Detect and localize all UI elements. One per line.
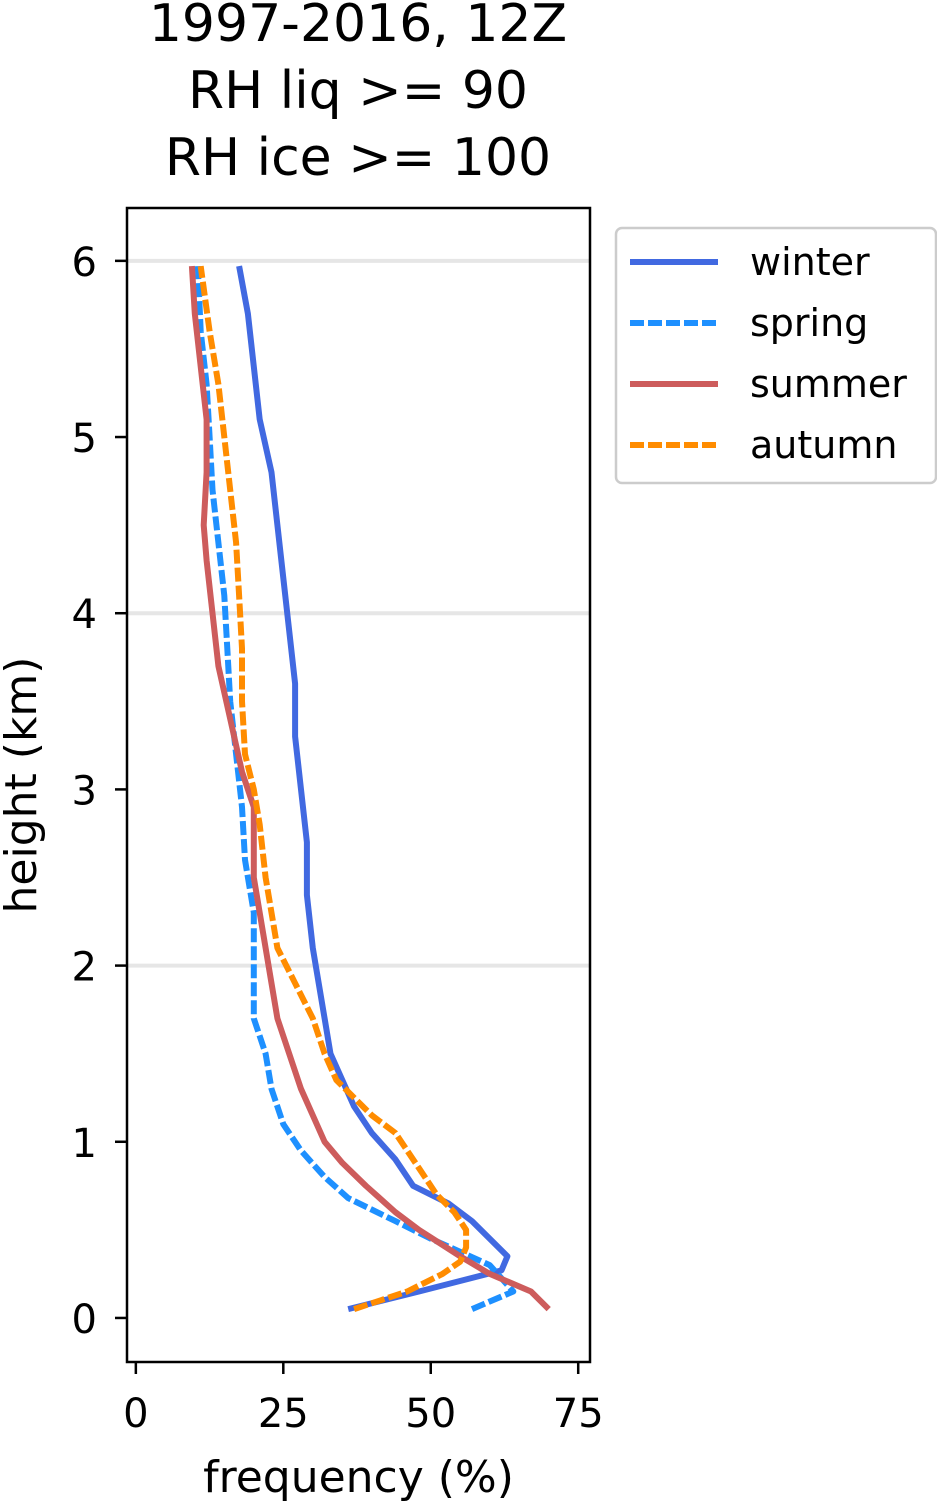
- chart-title-line-3: RH ice >= 100: [164, 128, 552, 188]
- legend-label-autumn: autumn: [750, 423, 897, 467]
- y-tick-label-6: 6: [72, 240, 97, 286]
- legend-box: [614, 226, 937, 485]
- chart-title-line-1: 1997-2016, 12Z: [148, 0, 568, 54]
- y-tick-label-0: 0: [72, 1297, 97, 1343]
- x-axis-label: frequency (%): [203, 1452, 514, 1503]
- y-tick-label-5: 5: [72, 416, 97, 462]
- y-tick-label-2: 2: [72, 945, 97, 991]
- series-line-autumn: [197, 265, 470, 1312]
- y-tick-label-4: 4: [72, 592, 97, 638]
- y-tick-label-3: 3: [72, 768, 97, 814]
- legend-label-spring: spring: [750, 301, 868, 345]
- x-tick-label-75: 75: [553, 1391, 604, 1437]
- y-tick-label-1: 1: [72, 1121, 97, 1167]
- plot-frame: [125, 206, 592, 1364]
- series-line-spring: [194, 265, 517, 1312]
- legend-label-summer: summer: [750, 362, 907, 406]
- legend-label-winter: winter: [750, 240, 870, 284]
- y-axis-label: height (km): [0, 657, 47, 914]
- chart-title-line-2: RH liq >= 90: [187, 61, 529, 121]
- x-tick-label-0: 0: [123, 1391, 148, 1437]
- x-tick-label-25: 25: [258, 1391, 309, 1437]
- x-tick-label-50: 50: [405, 1391, 456, 1437]
- series-line-winter: [236, 265, 511, 1313]
- series-line-summer: [188, 265, 551, 1312]
